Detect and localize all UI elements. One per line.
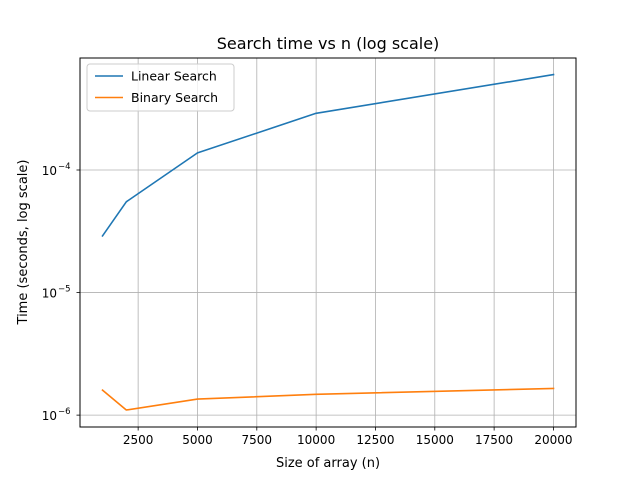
y-tick-base: 10: [42, 287, 57, 301]
y-axis-label: Time (seconds, log scale): [16, 160, 31, 326]
y-tick-label: 10: [42, 287, 57, 301]
y-tick-base: 10: [42, 164, 57, 178]
x-tick-label: 20000: [534, 433, 572, 447]
x-tick-label: 12500: [356, 433, 394, 447]
series-layer: [101, 73, 555, 411]
plot-frame: [79, 57, 577, 428]
legend-label: Linear Search: [131, 69, 217, 84]
y-tick-label: 10: [42, 409, 57, 423]
series-line-0: [101, 73, 555, 238]
chart-title: Search time vs n (log scale): [217, 34, 440, 53]
y-tick-exponent: −6: [58, 407, 71, 417]
legend-box: [86, 63, 235, 112]
y-tick-label: 10: [42, 164, 57, 178]
legend: Linear Search Binary Search: [86, 63, 235, 112]
y-tick-base: 10: [42, 409, 57, 423]
legend-label: Binary Search: [131, 90, 218, 105]
x-axis-label: Size of array (n): [276, 456, 380, 471]
x-tick-label: 10000: [297, 433, 335, 447]
grid: [80, 58, 576, 427]
y-axis-ticks: 10−610−510−4: [42, 162, 80, 423]
y-tick-exponent: −4: [58, 162, 71, 172]
x-axis-ticks: 2500 5000 7500 10000 12500 15000 17500 20000: [123, 427, 573, 447]
y-tick-exponent: −5: [58, 285, 71, 295]
x-tick-label: 15000: [416, 433, 454, 447]
x-tick-label: 17500: [475, 433, 513, 447]
x-tick-label: 7500: [242, 433, 273, 447]
x-tick-label: 2500: [123, 433, 154, 447]
series-line-1: [101, 387, 555, 411]
x-tick-label: 5000: [182, 433, 213, 447]
